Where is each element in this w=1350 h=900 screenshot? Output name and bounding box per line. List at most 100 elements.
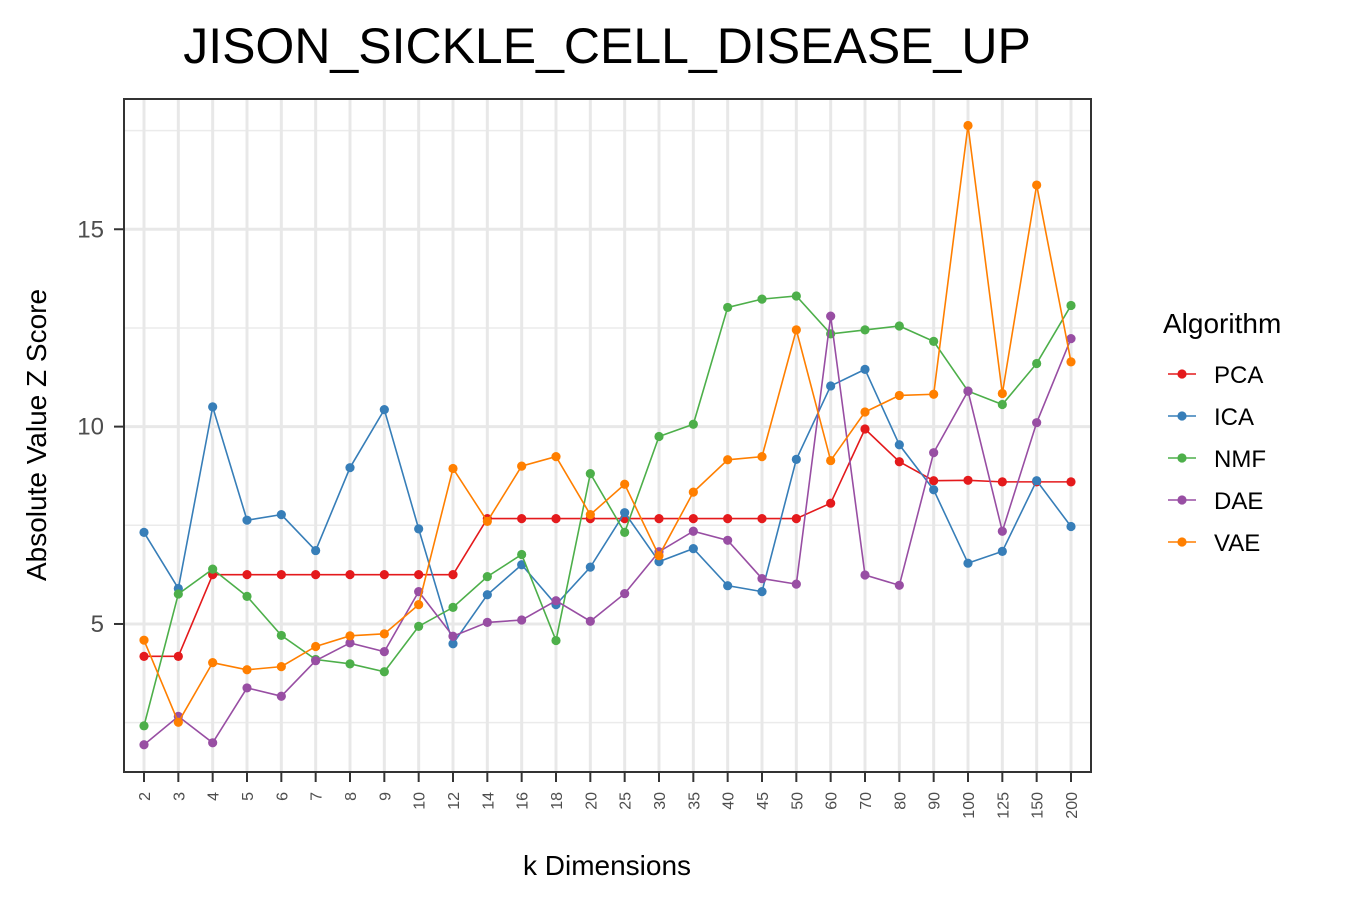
x-tick-label: 9: [377, 792, 394, 801]
data-point-pca: [311, 570, 321, 580]
x-tick-label: 50: [789, 792, 806, 810]
data-point-pca: [379, 570, 389, 580]
data-point-vae: [963, 120, 973, 131]
data-point-nmf: [1066, 300, 1076, 311]
data-point-vae: [208, 658, 218, 668]
data-point-pca: [997, 477, 1007, 487]
legend-label-dae: DAE: [1214, 488, 1263, 515]
data-point-pca: [860, 424, 870, 434]
x-tick-label: 125: [995, 792, 1012, 819]
data-point-pca: [929, 476, 939, 486]
data-point-ica: [208, 402, 218, 412]
data-point-pca: [517, 513, 527, 524]
data-point-dae: [723, 535, 733, 545]
data-point-vae: [414, 600, 424, 610]
x-tick-label: 8: [343, 792, 360, 801]
data-point-nmf: [791, 291, 801, 301]
data-point-vae: [482, 516, 492, 526]
data-point-dae: [139, 740, 149, 750]
x-tick-label: 5: [240, 792, 257, 801]
data-point-vae: [585, 510, 595, 520]
data-point-pca: [448, 570, 458, 580]
data-point-dae: [997, 526, 1007, 536]
data-point-ica: [448, 639, 458, 649]
data-point-dae: [551, 596, 561, 606]
data-point-dae: [963, 386, 973, 396]
legend-item-ica: ICA: [1168, 404, 1254, 431]
x-tick-label: 90: [927, 792, 944, 810]
data-point-vae: [1066, 357, 1076, 367]
data-point-pca: [242, 570, 252, 580]
data-point-dae: [620, 588, 630, 599]
data-point-ica: [826, 381, 836, 391]
series-ica: [139, 364, 1076, 649]
x-tick-label: 4: [206, 792, 223, 801]
data-point-pca: [1066, 477, 1076, 487]
data-point-dae: [311, 656, 321, 666]
data-point-ica: [860, 364, 870, 374]
data-point-vae: [929, 389, 939, 399]
legend-label-ica: ICA: [1214, 404, 1254, 431]
data-point-vae: [620, 479, 630, 489]
legend-items: PCA ICA NMF DAE VAE: [1168, 362, 1266, 557]
series-lines: [139, 120, 1076, 750]
data-point-pca: [757, 513, 767, 524]
data-point-ica: [1032, 476, 1042, 486]
data-point-ica: [482, 590, 492, 600]
y-axis: 5 10 15: [77, 216, 124, 638]
legend-key-point-dae: [1177, 495, 1187, 505]
data-point-ica: [345, 463, 355, 473]
x-tick-label: 40: [721, 792, 738, 810]
series-line-nmf: [143, 295, 1072, 727]
data-point-vae: [517, 461, 527, 471]
x-tick-label: 18: [549, 792, 566, 810]
grid: [124, 99, 1091, 772]
data-point-nmf: [517, 549, 527, 560]
legend-key-point-pca: [1177, 369, 1187, 379]
data-point-nmf: [585, 468, 595, 479]
data-point-nmf: [620, 527, 630, 538]
legend-key-point-nmf: [1177, 453, 1187, 463]
series-line-vae: [143, 125, 1072, 725]
series-line-pca: [144, 427, 1071, 658]
data-point-pca: [791, 513, 801, 524]
data-point-pca: [688, 513, 698, 524]
x-tick-label: 100: [961, 792, 978, 819]
data-point-ica: [379, 405, 389, 415]
x-tick-label: 45: [755, 792, 772, 810]
data-point-dae: [757, 573, 767, 584]
data-point-nmf: [757, 294, 767, 304]
data-point-nmf: [379, 667, 389, 677]
data-point-pca: [826, 498, 836, 508]
data-point-vae: [654, 551, 664, 561]
data-point-ica: [929, 485, 939, 495]
legend-item-pca: PCA: [1168, 362, 1263, 389]
data-point-pca: [654, 513, 664, 524]
data-point-ica: [757, 587, 767, 597]
data-point-vae: [860, 407, 870, 417]
data-point-pca: [276, 570, 286, 580]
series-dae: [139, 311, 1076, 750]
data-point-ica: [723, 581, 733, 591]
data-point-nmf: [208, 564, 218, 574]
legend-label-nmf: NMF: [1214, 446, 1266, 473]
data-point-vae: [345, 631, 355, 641]
data-point-nmf: [448, 602, 458, 613]
legend: Algorithm PCA ICA NMF DAE VAE: [1163, 308, 1281, 557]
data-point-vae: [791, 325, 801, 335]
data-point-nmf: [242, 591, 252, 601]
data-point-pca: [963, 475, 973, 485]
x-tick-label: 25: [618, 792, 635, 810]
data-point-vae: [723, 455, 733, 465]
data-point-nmf: [997, 399, 1007, 410]
data-point-dae: [1066, 333, 1076, 344]
data-point-ica: [1066, 521, 1076, 532]
series-line-ica: [143, 368, 1072, 646]
legend-key-point-vae: [1177, 537, 1187, 547]
data-point-dae: [517, 615, 527, 625]
x-tick-label: 14: [480, 792, 497, 810]
x-tick-label: 70: [858, 792, 875, 810]
data-point-ica: [963, 558, 973, 568]
data-point-nmf: [345, 659, 355, 669]
data-point-ica: [276, 510, 286, 520]
